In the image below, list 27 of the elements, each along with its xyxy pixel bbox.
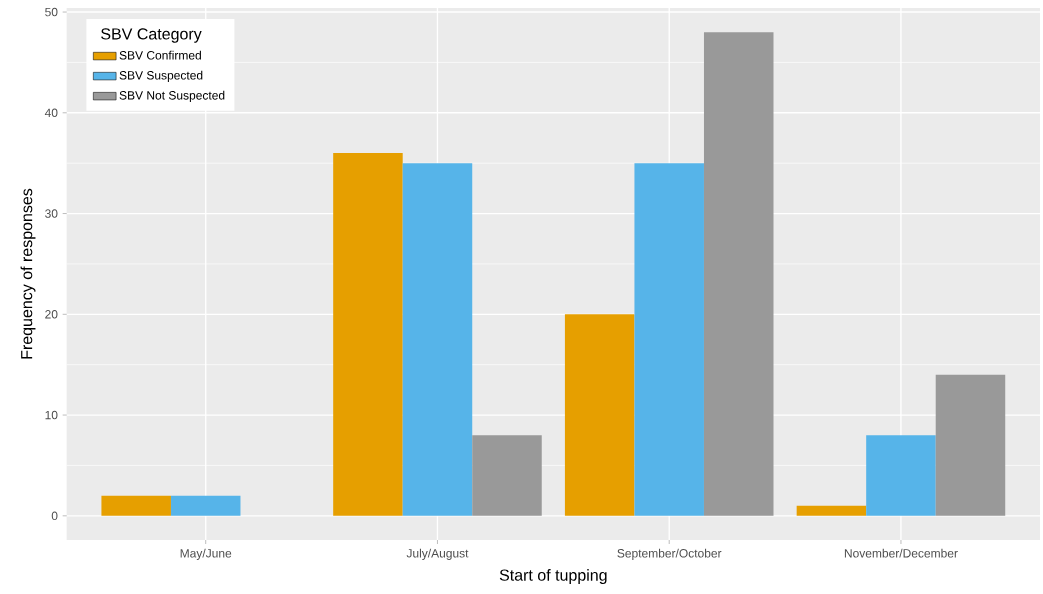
y-tick-label: 50 bbox=[45, 7, 58, 17]
bar bbox=[796, 505, 867, 516]
legend-title: SBV Category bbox=[101, 28, 202, 43]
x-tick-label: May/June bbox=[180, 548, 232, 560]
y-tick-label: 30 bbox=[45, 209, 58, 218]
x-tick-label: July/August bbox=[406, 548, 469, 560]
bar bbox=[634, 163, 704, 516]
bar bbox=[472, 435, 542, 516]
bar bbox=[402, 163, 473, 516]
bar bbox=[703, 32, 774, 516]
bar bbox=[935, 374, 1006, 516]
x-axis-title: Start of tupping bbox=[499, 569, 607, 584]
bar bbox=[564, 314, 635, 516]
legend-label: SBV Not Suspected bbox=[119, 90, 225, 102]
bar bbox=[333, 153, 403, 516]
x-tick-label: November/December bbox=[844, 548, 958, 558]
bar bbox=[866, 435, 936, 516]
bar bbox=[101, 495, 171, 516]
y-tick-label: 10 bbox=[45, 410, 58, 420]
y-tick-label: 20 bbox=[45, 310, 58, 319]
y-tick-label: 40 bbox=[44, 108, 58, 118]
legend-label: SBV Confirmed bbox=[119, 50, 201, 60]
legend-label: SBV Suspected bbox=[119, 70, 203, 82]
x-tick-label: September/October bbox=[617, 548, 722, 560]
y-axis-title: Frequency of responses bbox=[20, 188, 36, 359]
bar bbox=[170, 495, 241, 516]
y-tick-label: 0 bbox=[51, 511, 58, 521]
